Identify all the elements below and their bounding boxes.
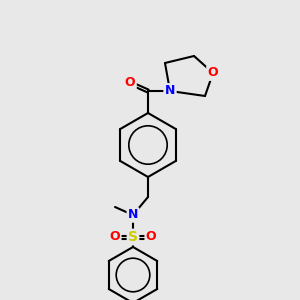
Text: N: N xyxy=(165,85,175,98)
Text: S: S xyxy=(128,230,138,244)
Text: N: N xyxy=(165,85,175,98)
Text: O: O xyxy=(125,76,135,89)
Text: O: O xyxy=(208,67,218,80)
Text: O: O xyxy=(125,76,135,89)
Text: O: O xyxy=(110,230,120,244)
Text: O: O xyxy=(208,67,218,80)
Text: N: N xyxy=(128,208,138,221)
Text: O: O xyxy=(146,230,156,244)
